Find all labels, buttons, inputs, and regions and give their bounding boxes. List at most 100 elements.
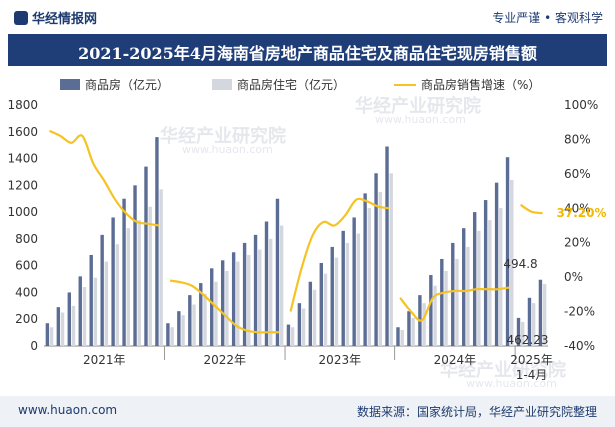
- bar-residential: [312, 289, 317, 346]
- bar-commercial: [472, 212, 477, 346]
- x-group-label: 2022年: [204, 353, 247, 367]
- bar-commercial: [89, 254, 93, 346]
- x-group-label: 2023年: [319, 353, 362, 367]
- bar-residential: [466, 246, 470, 346]
- y-right-tick-label: 40%: [564, 201, 591, 215]
- legend-swatch-bar1: [60, 79, 80, 90]
- growth-line-segment: [169, 279, 280, 334]
- bar-residential: [236, 261, 240, 346]
- bar-commercial: [210, 268, 214, 346]
- watermark-1: 华经产业研究院: [355, 96, 481, 117]
- bar-commercial: [440, 258, 444, 346]
- bar-commercial: [330, 246, 334, 346]
- bar-residential: [82, 287, 87, 346]
- bar-commercial: [396, 327, 400, 346]
- bar-commercial: [451, 242, 455, 346]
- bar-commercial: [67, 292, 71, 346]
- watermark-3: 华经产业研究院: [440, 360, 566, 381]
- bar-commercial: [352, 217, 356, 346]
- bar-commercial: [122, 198, 126, 346]
- bar-residential: [389, 173, 393, 346]
- growth-line-segment: [49, 129, 160, 227]
- watermark-2: 华经产业研究院: [160, 126, 286, 147]
- title-bar: 2021-2025年4月海南省房地产商品住宅及商品住宅现房销售额: [8, 34, 607, 66]
- bar-residential: [301, 308, 306, 346]
- bar-residential: [510, 179, 514, 346]
- bar-residential: [378, 192, 382, 346]
- bar-commercial: [231, 252, 236, 346]
- bar-residential: [225, 271, 229, 346]
- bar-commercial: [45, 323, 50, 346]
- watermark-url-2: www.huaon.com: [182, 143, 273, 156]
- bar-residential: [455, 258, 459, 346]
- watermark-url-1: www.huaon.com: [375, 113, 466, 126]
- bar-residential: [334, 257, 339, 346]
- y-left-tick-label: 400: [15, 285, 38, 299]
- x-group-label: 1-4月: [516, 368, 548, 382]
- bar-residential: [159, 189, 163, 346]
- bar-residential: [400, 329, 404, 346]
- bar-residential: [531, 303, 536, 346]
- bar-residential: [137, 220, 141, 346]
- bar-commercial: [286, 324, 291, 346]
- bar-residential: [247, 254, 251, 346]
- y-right-tick-label: -20%: [564, 305, 595, 319]
- logo-mark-icon: [14, 11, 28, 25]
- legend-item-line: 商品房销售增速（%）: [394, 76, 540, 93]
- data-label-growth-last: 37.20%: [557, 206, 607, 220]
- bar-commercial: [253, 234, 258, 346]
- bar-residential: [115, 244, 120, 346]
- brand-tagline: 专业严谨 • 客观科学: [492, 11, 603, 25]
- legend-label-bar1: 商品房（亿元）: [85, 78, 170, 92]
- bar-residential: [488, 220, 492, 346]
- brand-name: 华经情报网: [32, 12, 98, 27]
- watermark-url-3: www.huaon.com: [466, 377, 557, 390]
- y-right-tick-label: -40%: [564, 339, 595, 353]
- bar-commercial: [505, 157, 510, 346]
- footer-source: 数据来源：国家统计局，华经产业研究院整理: [356, 405, 597, 419]
- bar-commercial: [144, 166, 148, 346]
- x-group-label: 2024年: [434, 353, 477, 367]
- bar-commercial: [177, 311, 181, 346]
- bar-residential: [49, 327, 54, 346]
- bar-commercial: [319, 262, 323, 346]
- bar-commercial: [462, 228, 466, 346]
- bar-residential: [258, 249, 262, 346]
- bar-commercial: [155, 137, 159, 346]
- bar-commercial: [220, 260, 225, 346]
- bar-commercial: [275, 198, 280, 346]
- bar-residential: [422, 303, 426, 346]
- bar-commercial: [527, 297, 532, 346]
- bar-commercial: [111, 217, 115, 346]
- bar-residential: [148, 206, 152, 346]
- bar-commercial: [308, 281, 313, 346]
- bar-commercial: [407, 311, 411, 346]
- bar-residential: [104, 261, 109, 346]
- bar-residential: [433, 285, 437, 346]
- bar-residential: [60, 312, 65, 346]
- bar-residential: [192, 304, 196, 346]
- y-right-tick-label: 60%: [564, 167, 591, 181]
- y-left-tick-label: 600: [15, 259, 38, 273]
- legend-item-bar2: 商品房住宅（亿元）: [212, 76, 345, 93]
- bar-commercial: [242, 242, 247, 346]
- bar-commercial: [516, 317, 521, 346]
- bar-residential: [367, 208, 372, 346]
- bar-commercial: [188, 295, 192, 346]
- x-group-label: 2021年: [83, 353, 126, 367]
- chart-plot: 0 200 400 600 800 1000 1200 1400 1600 1800 -40% -20…: [7, 98, 607, 382]
- bar-commercial: [363, 193, 367, 346]
- bar-commercial: [264, 221, 269, 346]
- bar-residential: [126, 228, 130, 346]
- bar-residential: [279, 225, 284, 346]
- footer-url: www.huaon.com: [18, 403, 118, 417]
- bar-commercial: [494, 182, 499, 346]
- growth-line-segment: [399, 286, 510, 322]
- bar-commercial: [78, 276, 82, 346]
- bar-residential: [323, 273, 328, 346]
- y-left-tick-label: 1000: [7, 205, 38, 219]
- bar-residential: [71, 305, 76, 346]
- bar-commercial: [341, 230, 345, 346]
- bar-residential: [203, 293, 207, 346]
- y-right-tick-label: 80%: [564, 132, 591, 146]
